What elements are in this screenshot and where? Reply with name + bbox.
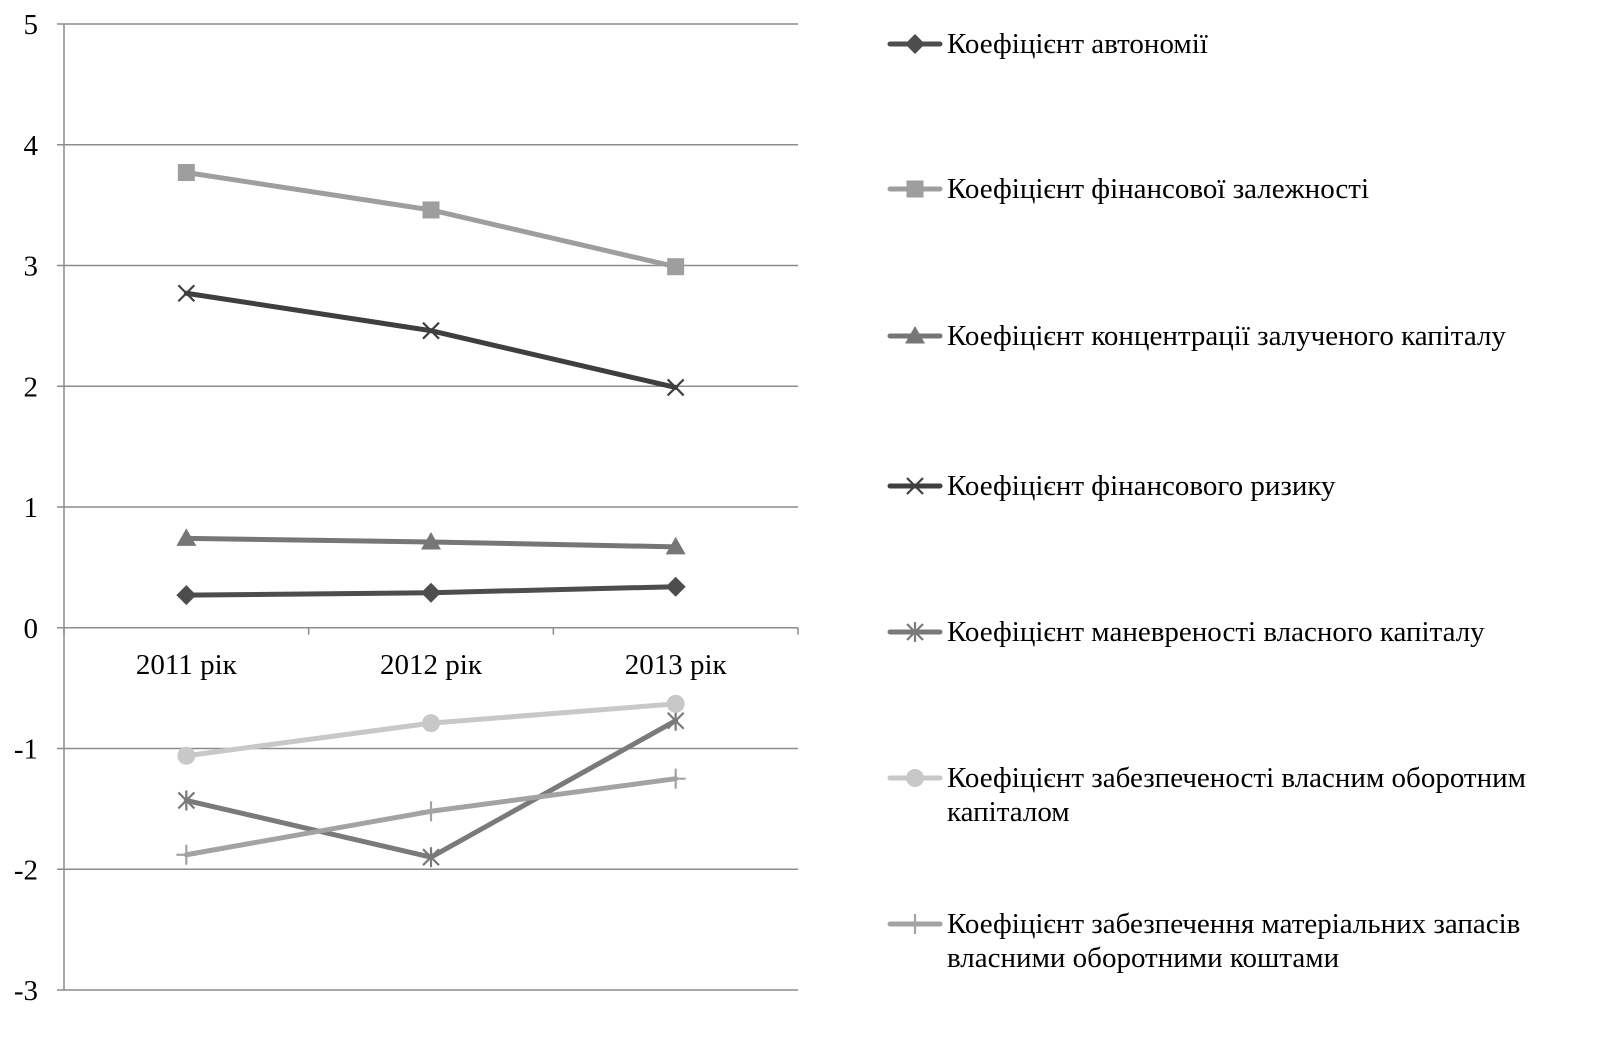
marker-star <box>666 710 685 731</box>
axes <box>57 23 799 991</box>
marker-diamond <box>176 585 197 606</box>
marker-triangle <box>905 326 925 344</box>
legend-label: Коефіцієнт забезпеченості власним оборот… <box>947 762 1526 828</box>
legend-item: Коефіцієнт маневреності власного капітал… <box>887 616 1485 648</box>
series-7 <box>176 768 686 865</box>
series-4 <box>177 284 685 397</box>
marker-circle <box>906 769 924 787</box>
y-tick-label: 3 <box>24 251 39 283</box>
marker-star <box>177 790 196 811</box>
legend-item: Коефіцієнт забезпеченості власним оборот… <box>887 762 1526 828</box>
x-tick-label: 2012 рік <box>380 649 483 681</box>
y-tick-label: 0 <box>24 613 39 645</box>
legend-label: Коефіцієнт маневреності власного капітал… <box>947 616 1485 648</box>
marker-diamond <box>665 576 686 597</box>
marker-circle <box>666 694 685 713</box>
series-line <box>183 170 679 270</box>
y-tick-label: 5 <box>24 9 39 41</box>
marker-plus <box>905 914 925 934</box>
legend-item: Коефіцієнт фінансового ризику <box>887 470 1336 502</box>
series-5 <box>177 710 685 868</box>
marker-diamond <box>421 582 441 603</box>
y-tick-label: 1 <box>24 492 39 524</box>
gridlines <box>64 23 798 991</box>
legend-label: Коефіцієнт забезпечення матеріальних зап… <box>947 908 1520 974</box>
marker-x <box>666 378 685 397</box>
marker-circle <box>422 714 440 733</box>
marker-star <box>422 847 440 868</box>
y-tick-label: -2 <box>14 854 38 886</box>
marker-triangle <box>176 528 197 546</box>
y-tick-label: -1 <box>14 734 38 766</box>
series-6 <box>177 694 685 765</box>
legend-label: Коефіцієнт фінансового ризику <box>947 470 1336 502</box>
marker-triangle <box>665 536 686 555</box>
legend-item: Коефіцієнт забезпечення матеріальних зап… <box>887 908 1520 974</box>
series-3 <box>176 528 686 555</box>
marker-star <box>906 622 924 642</box>
legend-label: Коефіцієнт автономії <box>947 28 1208 60</box>
series-line <box>183 290 679 390</box>
legend-label: Коефіцієнт фінансової залежності <box>947 173 1369 205</box>
marker-plus <box>421 801 441 822</box>
marker-circle <box>177 746 196 765</box>
y-tick-label: 4 <box>24 130 39 162</box>
series-lines <box>176 164 686 868</box>
legend-item: Коефіцієнт фінансової залежності <box>887 173 1369 205</box>
y-tick-labels: 5 4 3 2 1 0 -1 -2 -3 <box>14 9 39 1007</box>
series-1 <box>176 576 686 606</box>
marker-triangle <box>421 532 441 550</box>
marker-x <box>422 321 440 340</box>
x-tick-label: 2013 рік <box>625 649 728 681</box>
legend-item: Коефіцієнт автономії <box>887 28 1208 60</box>
marker-plus <box>176 844 197 865</box>
marker-square <box>906 180 924 198</box>
marker-plus <box>665 768 686 789</box>
y-tick-label: 2 <box>24 371 39 403</box>
x-tick-label: 2011 рік <box>136 649 238 681</box>
y-tick-label: -3 <box>14 975 38 1007</box>
marker-square <box>177 164 195 182</box>
marker-diamond <box>905 34 925 54</box>
marker-x <box>906 477 924 495</box>
legend: Коефіцієнт автономії Коефіцієнт фінансово… <box>887 28 1526 974</box>
legend-item: Коефіцієнт концентрації залученого капіт… <box>887 320 1506 352</box>
marker-x <box>177 284 196 303</box>
legend-label: Коефіцієнт концентрації залученого капіт… <box>947 320 1506 352</box>
marker-square <box>667 258 685 276</box>
x-tick-labels: 2011 рік 2012 рік 2013 рік <box>136 649 728 681</box>
marker-square <box>422 201 440 219</box>
series-2 <box>177 164 685 276</box>
